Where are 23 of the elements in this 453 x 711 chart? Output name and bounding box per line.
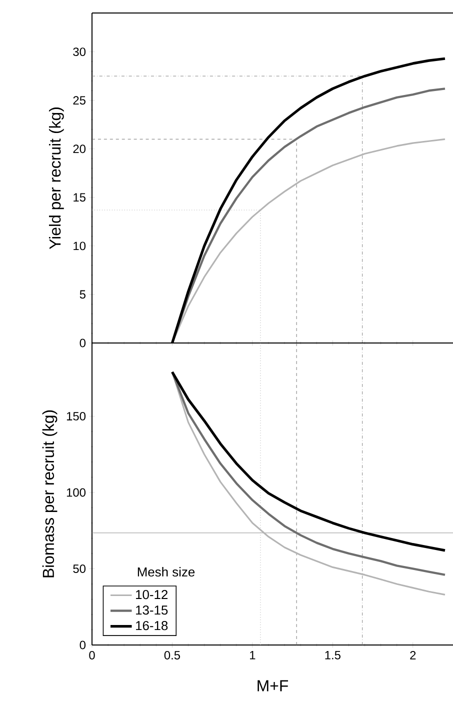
y-tick-label: 10 — [74, 242, 86, 250]
x-tick-label: 1.5 — [325, 651, 340, 660]
y-tick-label: 0 — [80, 640, 86, 650]
y-tick-label: 150 — [66, 412, 86, 420]
x-axis-title: M+F — [258, 680, 288, 692]
y-tick-label: 25 — [73, 96, 86, 105]
y-tick-label: 15 — [74, 193, 86, 202]
x-tick-label: 0 — [89, 651, 95, 660]
legend-title: Mesh size — [138, 567, 195, 577]
y-tick-label: 50 — [73, 564, 86, 573]
y-tick-label: 100 — [66, 488, 86, 497]
y-axis-title: Biomass per recruit (kg) — [42, 410, 58, 578]
y-tick-label: 20 — [73, 144, 86, 154]
x-tick-label: 0.5 — [164, 651, 180, 660]
y-tick-label: 30 — [73, 48, 86, 56]
legend-label: 16-18 — [136, 621, 168, 630]
legend-label: 13-15 — [136, 605, 168, 615]
legend-label: 10-12 — [136, 590, 168, 600]
y-axis-title: Yield per recruit (kg) — [49, 108, 64, 250]
x-tick-label: 2 — [410, 651, 416, 660]
y-tick-label: 5 — [80, 290, 86, 299]
x-tick-label: 1 — [250, 651, 256, 660]
y-tick-label: 0 — [80, 338, 86, 348]
